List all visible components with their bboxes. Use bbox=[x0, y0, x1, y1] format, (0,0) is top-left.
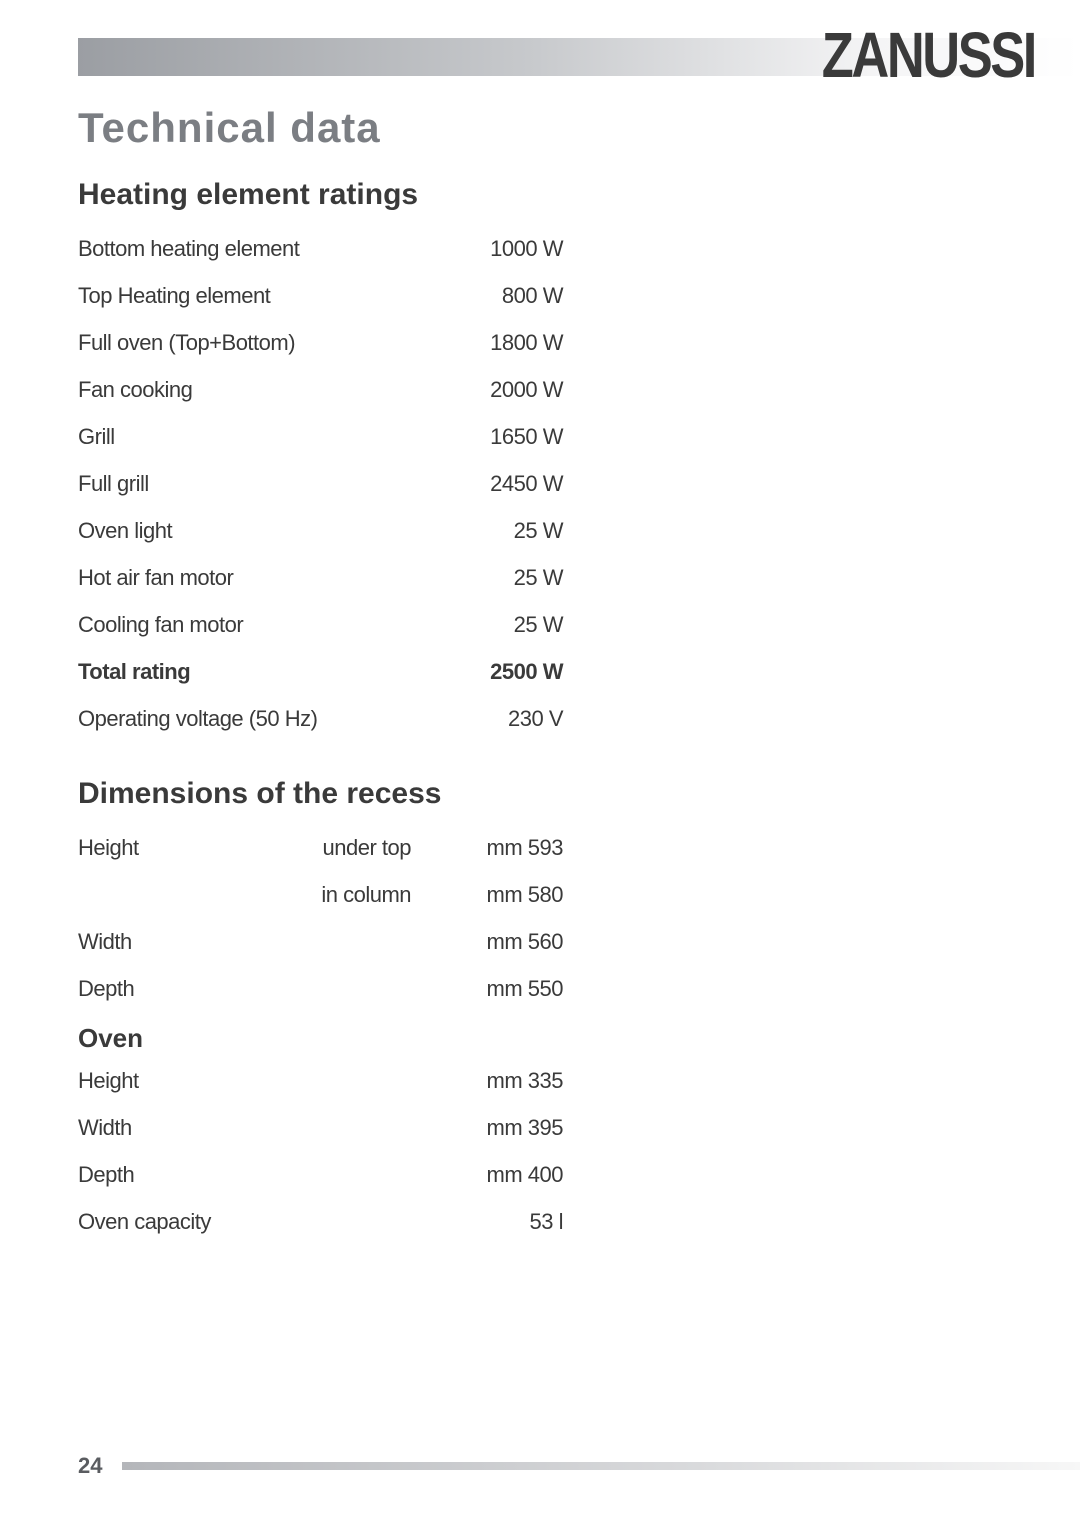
spec-mid: under top bbox=[139, 835, 433, 861]
spec-row: Depth mm 400 bbox=[78, 1152, 563, 1199]
spec-value: 2450 W bbox=[433, 471, 563, 497]
oven-table: Height mm 335 Width mm 395 Depth mm 400 Oven c… bbox=[78, 1058, 563, 1246]
spec-label: Height bbox=[78, 835, 139, 861]
spec-row: Bottom heating element 1000 W bbox=[78, 226, 563, 273]
spec-row: Full grill 2450 W bbox=[78, 461, 563, 508]
spec-label: Grill bbox=[78, 424, 115, 450]
sub-title-oven: Oven bbox=[78, 1023, 1002, 1054]
spec-value: mm 400 bbox=[433, 1162, 563, 1188]
spec-row: Fan cooking 2000 W bbox=[78, 367, 563, 414]
spec-value: mm 580 bbox=[433, 882, 563, 908]
spec-row: Total rating 2500 W bbox=[78, 649, 563, 696]
spec-label: Bottom heating element bbox=[78, 236, 299, 262]
spec-value: 230 V bbox=[433, 706, 563, 732]
spec-row: Operating voltage (50 Hz) 230 V bbox=[78, 696, 563, 743]
spec-label: Oven capacity bbox=[78, 1209, 211, 1235]
spec-row: Top Heating element 800 W bbox=[78, 273, 563, 320]
spec-value: 2000 W bbox=[433, 377, 563, 403]
spec-label: Oven light bbox=[78, 518, 172, 544]
spec-label: Height bbox=[78, 1068, 139, 1094]
spec-label: Fan cooking bbox=[78, 377, 192, 403]
spec-row: Height mm 335 bbox=[78, 1058, 563, 1105]
page: ZANUSSI Technical data Heating element r… bbox=[0, 0, 1080, 1529]
spec-label: Full oven (Top+Bottom) bbox=[78, 330, 295, 356]
spec-row: Width mm 560 bbox=[78, 919, 563, 966]
spec-row: Grill 1650 W bbox=[78, 414, 563, 461]
spec-row: Depth mm 550 bbox=[78, 966, 563, 1013]
spec-label: Depth bbox=[78, 1162, 134, 1188]
ratings-table: Bottom heating element 1000 W Top Heating … bbox=[78, 226, 563, 743]
spec-label: Operating voltage (50 Hz) bbox=[78, 706, 317, 732]
spec-label: Total rating bbox=[78, 659, 190, 685]
spec-value: 800 W bbox=[433, 283, 563, 309]
spec-value: 25 W bbox=[433, 565, 563, 591]
spec-row: Hot air fan motor 25 W bbox=[78, 555, 563, 602]
spec-value: mm 335 bbox=[433, 1068, 563, 1094]
spec-value: mm 550 bbox=[433, 976, 563, 1002]
footer-bar bbox=[122, 1462, 1080, 1470]
spec-row: Full oven (Top+Bottom) 1800 W bbox=[78, 320, 563, 367]
footer: 24 bbox=[78, 1453, 1080, 1479]
spec-row: Oven light 25 W bbox=[78, 508, 563, 555]
spec-value: mm 593 bbox=[433, 835, 563, 861]
spec-value: 1000 W bbox=[433, 236, 563, 262]
page-number: 24 bbox=[78, 1453, 102, 1479]
spec-label: Top Heating element bbox=[78, 283, 270, 309]
spec-row: Oven capacity 53 l bbox=[78, 1199, 563, 1246]
content-area: Technical data Heating element ratings B… bbox=[78, 90, 1002, 1246]
spec-value: mm 395 bbox=[433, 1115, 563, 1141]
spec-value: 1800 W bbox=[433, 330, 563, 356]
spec-label: Width bbox=[78, 929, 132, 955]
spec-value: mm 560 bbox=[433, 929, 563, 955]
page-title: Technical data bbox=[78, 104, 1002, 152]
spec-mid: in column bbox=[78, 882, 433, 908]
section-title-recess: Dimensions of the recess bbox=[78, 777, 1002, 811]
spec-row: Cooling fan motor 25 W bbox=[78, 602, 563, 649]
spec-row: Width mm 395 bbox=[78, 1105, 563, 1152]
spec-label: Cooling fan motor bbox=[78, 612, 243, 638]
spec-value: 25 W bbox=[433, 518, 563, 544]
spec-label: Depth bbox=[78, 976, 134, 1002]
spec-label: Width bbox=[78, 1115, 132, 1141]
spec-value: 2500 W bbox=[433, 659, 563, 685]
spec-label: Full grill bbox=[78, 471, 149, 497]
spec-value: 25 W bbox=[433, 612, 563, 638]
spec-row: in columnmm 580 bbox=[78, 872, 563, 919]
spec-value: 1650 W bbox=[433, 424, 563, 450]
spec-label: Hot air fan motor bbox=[78, 565, 233, 591]
spec-row: Heightunder topmm 593 bbox=[78, 825, 563, 872]
brand-logo: ZANUSSI bbox=[822, 18, 1035, 92]
recess-table: Heightunder topmm 593in columnmm 580Widt… bbox=[78, 825, 563, 1013]
spec-value: 53 l bbox=[433, 1209, 563, 1235]
section-title-ratings: Heating element ratings bbox=[78, 178, 1002, 212]
